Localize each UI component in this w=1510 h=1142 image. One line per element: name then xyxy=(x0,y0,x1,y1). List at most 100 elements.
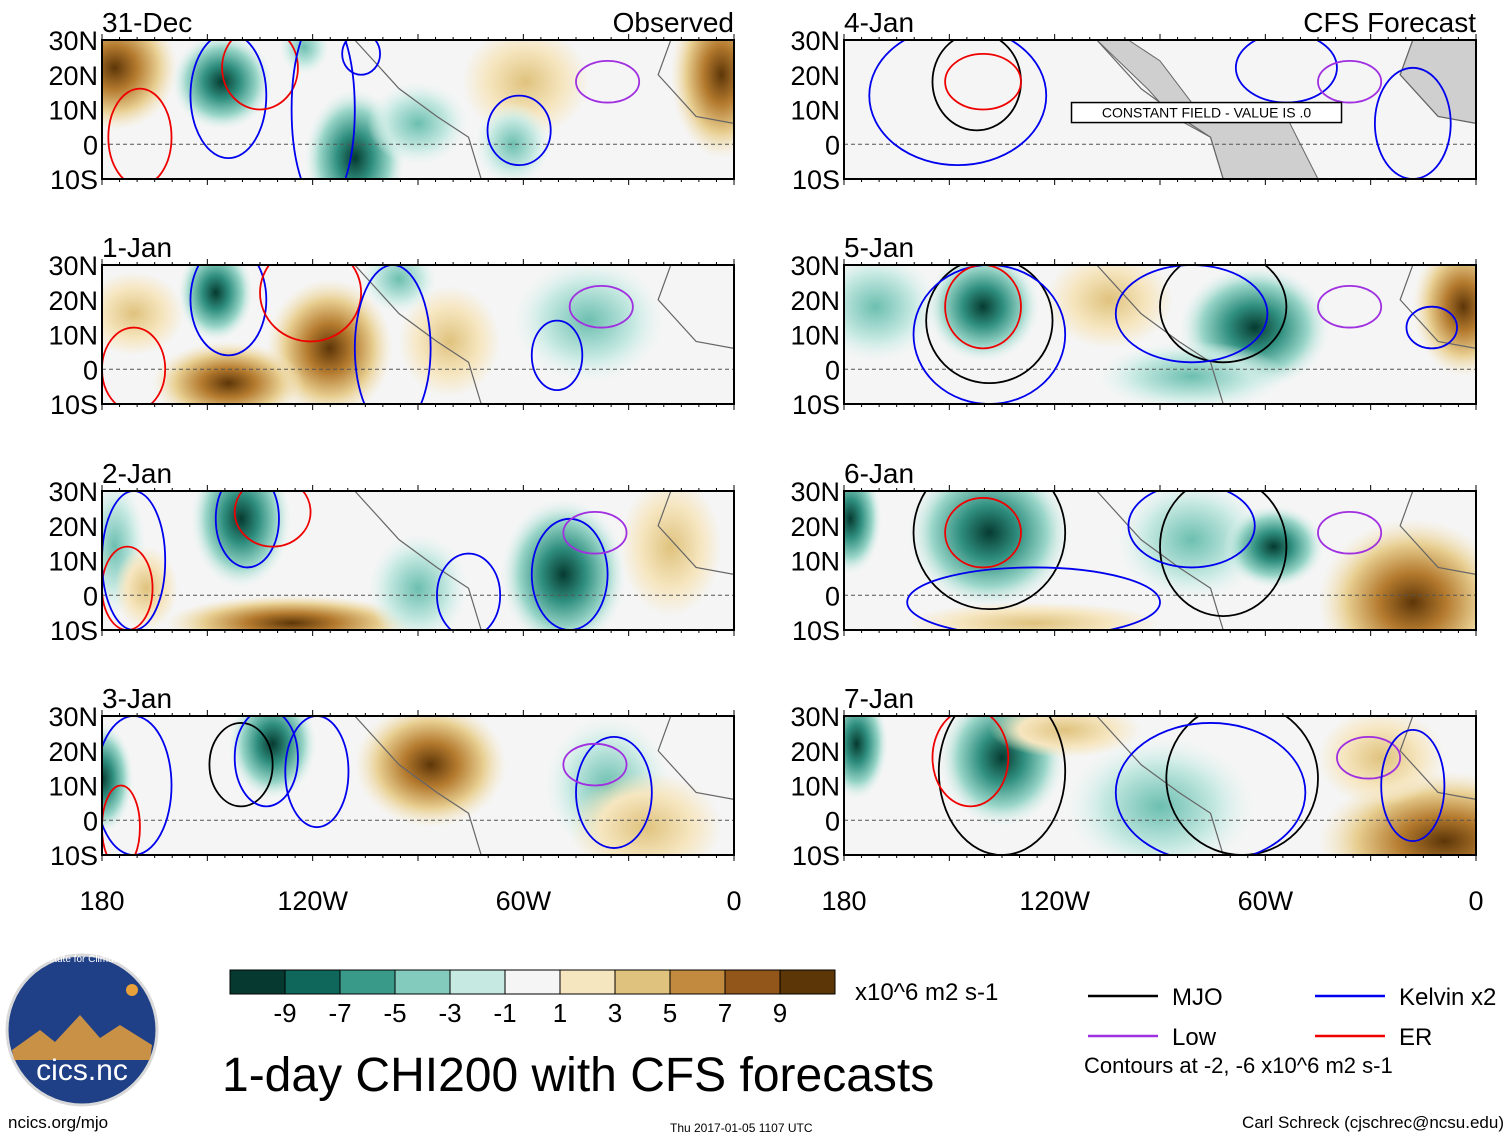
lon-label: 0 xyxy=(1468,886,1483,916)
low-contour xyxy=(568,284,634,329)
panel-date: 5-Jan xyxy=(844,232,914,263)
kelvin-contour xyxy=(1114,722,1307,855)
kelvin-contour xyxy=(575,735,653,849)
mjo-contour xyxy=(1159,491,1288,617)
colorbar-swatch xyxy=(229,969,286,995)
anomaly-region xyxy=(177,265,254,342)
lat-label: 10N xyxy=(48,547,98,577)
colorbar-tick: -1 xyxy=(493,998,516,1028)
panel-date: 2-Jan xyxy=(102,458,172,489)
anomaly-region xyxy=(907,491,1072,610)
kelvin-contour xyxy=(486,94,552,167)
lat-label: 0 xyxy=(825,130,840,160)
low-contour xyxy=(1317,59,1383,104)
coastline xyxy=(1096,716,1224,855)
lat-label: 10S xyxy=(50,165,98,195)
footer-url: ncics.org/mjo xyxy=(8,1113,109,1132)
low-contour xyxy=(1317,284,1383,329)
lat-label: 0 xyxy=(825,806,840,836)
kelvin-contour xyxy=(214,491,280,569)
logo-mountains xyxy=(12,1015,152,1060)
anomaly-region xyxy=(569,771,722,855)
lat-label: 20N xyxy=(48,286,98,316)
er-contour xyxy=(221,40,299,111)
kelvin-contour xyxy=(1380,729,1446,843)
coastline xyxy=(354,40,482,179)
kelvin-contour xyxy=(1405,305,1458,350)
constant-field-box xyxy=(1070,101,1343,124)
er-contour xyxy=(102,784,141,855)
coastline xyxy=(354,716,482,855)
panel-date: 4-Jan xyxy=(844,7,914,38)
lat-label: 30N xyxy=(790,26,840,56)
er-contour xyxy=(233,491,312,548)
colorbar-tick: -5 xyxy=(383,998,406,1028)
lat-label: 10S xyxy=(792,390,840,420)
anomaly-region xyxy=(114,546,178,630)
constant-field-note: CONSTANT FIELD - VALUE IS .0 xyxy=(1102,105,1311,121)
coastline xyxy=(1399,40,1476,124)
anomaly-region xyxy=(367,81,469,166)
er-contour xyxy=(259,265,363,343)
colorbar-swatch xyxy=(339,969,396,995)
lat-label: 10S xyxy=(792,616,840,646)
anomaly-region xyxy=(1046,265,1173,349)
low-contour xyxy=(562,510,628,555)
colorbar-swatch xyxy=(504,969,561,995)
anomaly-region xyxy=(152,341,305,404)
kelvin-contour xyxy=(912,265,1067,404)
colorbar-swatch xyxy=(779,969,836,995)
colorbar-swatch xyxy=(724,969,781,995)
mjo-contour xyxy=(208,722,274,808)
er-contour xyxy=(107,87,173,179)
lat-label: 10S xyxy=(50,616,98,646)
colorbar-swatch xyxy=(284,969,341,995)
anomaly-region xyxy=(367,532,469,630)
lat-label: 10N xyxy=(790,547,840,577)
colorbar-tick: 7 xyxy=(718,998,732,1028)
coastline xyxy=(657,40,734,124)
kelvin-contour xyxy=(189,40,268,160)
lon-label: 180 xyxy=(821,886,866,916)
legend-label: Kelvin x2 xyxy=(1399,984,1496,1011)
logo-text: cics.nc xyxy=(36,1054,128,1087)
lat-label: 10S xyxy=(50,841,98,871)
anomaly-region xyxy=(1318,716,1445,807)
anomaly-region xyxy=(171,40,273,131)
coastline xyxy=(657,265,734,349)
panel-date: 31-Dec xyxy=(102,7,192,38)
lat-label: 30N xyxy=(790,477,840,507)
anomaly-region xyxy=(102,40,178,131)
legend-label: ER xyxy=(1399,1024,1432,1051)
lat-label: 0 xyxy=(825,581,840,611)
kelvin-contour xyxy=(1127,491,1256,569)
lon-label: 180 xyxy=(79,886,124,916)
logo-sun xyxy=(126,984,138,996)
colorbar-tick: -9 xyxy=(273,998,296,1028)
colorbar-tick: -7 xyxy=(328,998,351,1028)
mjo-contour xyxy=(912,491,1067,611)
low-contour xyxy=(575,59,641,104)
lat-label: 10N xyxy=(790,321,840,351)
lat-label: 10S xyxy=(792,165,840,195)
colorbar-swatch xyxy=(449,969,506,995)
lat-label: 30N xyxy=(48,26,98,56)
kelvin-contour xyxy=(102,716,173,855)
panel-date: 7-Jan xyxy=(844,683,914,714)
anomaly-region xyxy=(620,491,722,617)
lon-label: 120W xyxy=(1019,886,1090,916)
anomaly-region xyxy=(354,716,507,828)
lon-label: 60W xyxy=(1238,886,1294,916)
coastline xyxy=(657,716,734,800)
kelvin-contour xyxy=(1373,66,1452,179)
kelvin-contour xyxy=(530,517,609,630)
kelvin-contour xyxy=(353,265,432,404)
anomaly-region xyxy=(512,265,665,384)
anomaly-region xyxy=(1318,518,1476,630)
lat-label: 20N xyxy=(48,512,98,542)
panel-date: 3-Jan xyxy=(102,683,172,714)
